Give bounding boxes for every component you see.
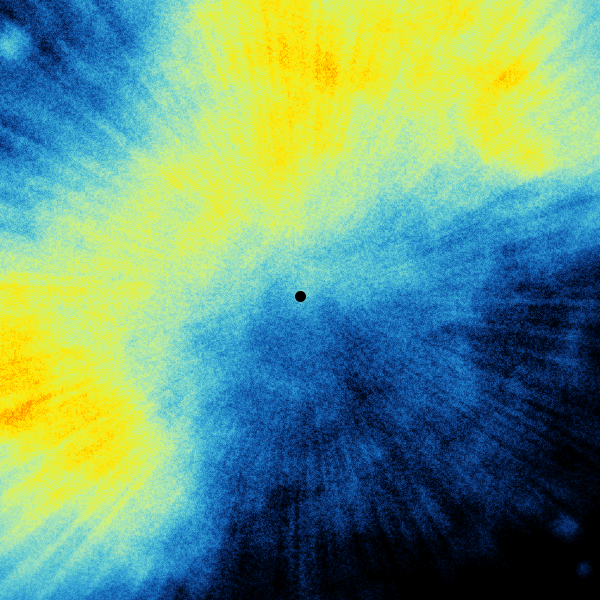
radar-image-viewport: [0, 0, 600, 600]
radar-reflectivity-canvas: [0, 0, 600, 600]
